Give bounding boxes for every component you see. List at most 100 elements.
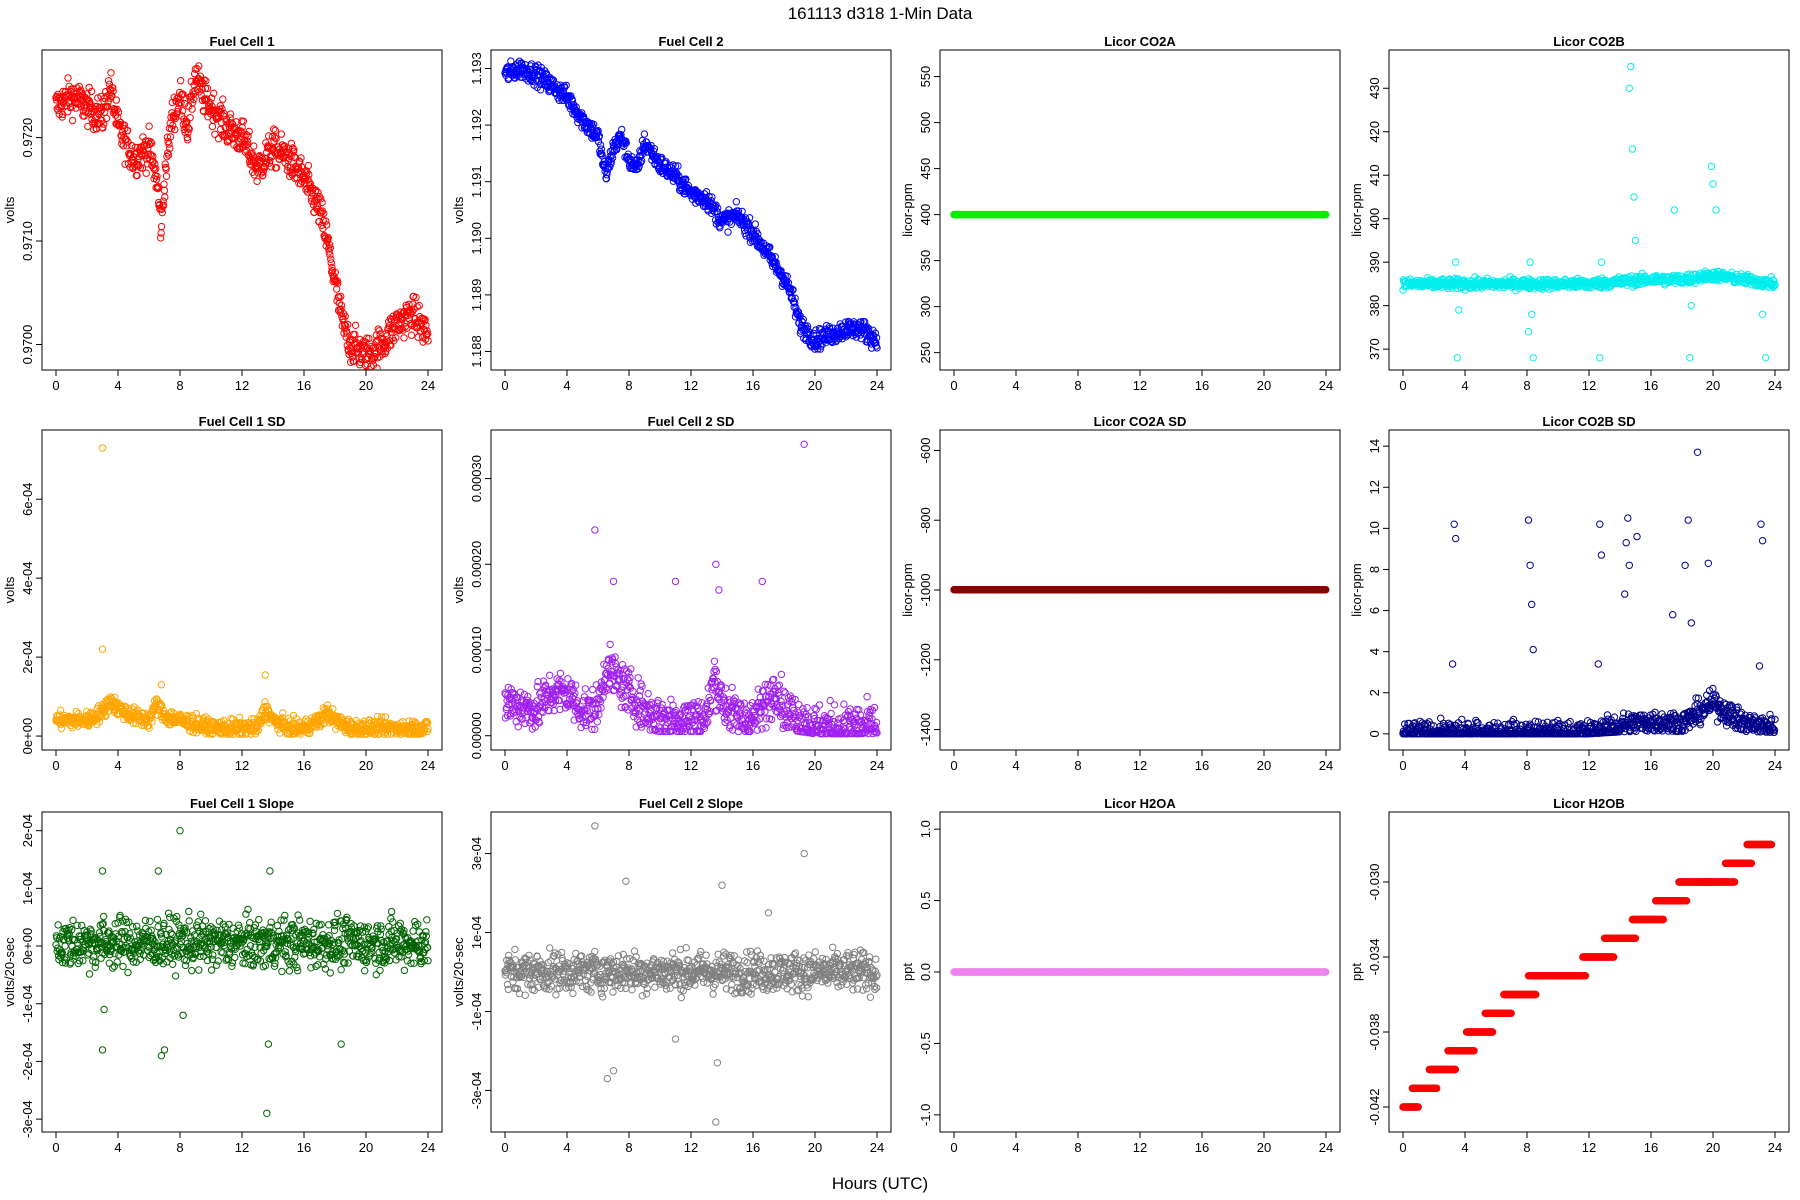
data-point <box>758 725 766 733</box>
data-point <box>535 719 543 727</box>
y-tick-label: 1.189 <box>469 279 484 312</box>
data-point <box>421 315 429 324</box>
data-point <box>589 700 597 708</box>
data-point <box>424 725 432 733</box>
y-tick-label: 400 <box>918 204 933 226</box>
data-point <box>162 172 171 180</box>
data-point <box>123 126 132 135</box>
x-tick-label: 8 <box>625 758 632 773</box>
data-point <box>676 711 685 719</box>
data-point <box>539 677 548 685</box>
data-point <box>514 723 522 731</box>
data-point <box>721 695 729 703</box>
y-tick-label: 410 <box>1367 164 1382 186</box>
data-point <box>397 319 405 327</box>
data-point <box>112 96 121 104</box>
data-point <box>326 251 334 259</box>
data-point <box>217 718 226 726</box>
data-point <box>123 142 131 150</box>
data-point <box>145 724 153 732</box>
data-point <box>424 337 432 345</box>
data-point <box>158 701 166 710</box>
y-tick-label: 0.00000 <box>469 712 484 759</box>
data-point <box>261 698 269 706</box>
data-point <box>109 87 117 95</box>
panel-title: Licor CO2B <box>1553 34 1625 49</box>
x-tick-label: 12 <box>1133 378 1147 393</box>
data-point <box>717 684 726 692</box>
data-point <box>631 708 639 716</box>
x-tick-label: 16 <box>746 378 760 393</box>
data-point <box>166 144 174 153</box>
data-point <box>370 354 378 362</box>
data-point <box>761 708 769 716</box>
data-point <box>576 714 584 723</box>
data-point <box>333 297 341 305</box>
data-point <box>325 240 334 249</box>
data-point <box>410 322 418 330</box>
data-point <box>556 705 564 714</box>
data-point <box>165 140 173 148</box>
data-point <box>294 168 302 177</box>
data-point <box>857 318 865 326</box>
data-point <box>86 709 95 718</box>
data-point <box>772 258 780 266</box>
outlier-point <box>1453 354 1462 362</box>
data-point <box>232 118 241 126</box>
data-point <box>184 124 193 132</box>
y-tick-label: 550 <box>918 66 933 88</box>
data-point <box>297 154 305 162</box>
data-point <box>101 707 109 715</box>
data-point <box>332 725 340 733</box>
data-point <box>185 125 193 133</box>
y-tick-label: 370 <box>1367 338 1382 360</box>
data-point <box>524 692 532 701</box>
data-point <box>253 177 261 186</box>
data-point <box>745 214 754 222</box>
data-point <box>625 669 633 677</box>
data-point <box>735 709 744 717</box>
data-point <box>239 117 248 126</box>
data-point <box>510 694 518 702</box>
data-point <box>289 144 297 152</box>
data-point <box>704 718 712 726</box>
data-point <box>190 95 198 104</box>
data-point <box>415 301 423 310</box>
data-point <box>577 109 586 117</box>
y-tick-label: 1.193 <box>469 52 484 85</box>
data-point <box>816 345 824 353</box>
data-point <box>571 689 579 697</box>
x-tick-label: 20 <box>359 378 373 393</box>
panel-title: Fuel Cell 1 SD <box>199 414 286 429</box>
data-point <box>698 699 706 707</box>
data-point <box>142 169 150 177</box>
series-points <box>1399 62 1779 362</box>
panel-title: Fuel Cell 2 SD <box>648 414 735 429</box>
data-point <box>99 124 107 132</box>
data-point <box>658 700 666 709</box>
data-point <box>340 329 348 337</box>
data-point <box>637 723 646 731</box>
data-point <box>248 149 256 157</box>
data-point <box>700 724 709 732</box>
data-point <box>104 102 112 111</box>
plot-frame <box>939 49 1341 371</box>
x-tick-label: 20 <box>808 758 822 773</box>
data-point <box>625 677 633 685</box>
data-point <box>767 715 776 724</box>
data-point <box>290 153 298 161</box>
outlier-point <box>98 645 107 653</box>
data-point <box>734 207 743 215</box>
data-point <box>801 322 810 330</box>
data-point <box>769 675 778 683</box>
data-point <box>317 195 325 203</box>
x-tick-label: 16 <box>1195 378 1209 393</box>
data-point <box>724 228 732 236</box>
data-point <box>348 353 356 361</box>
data-point <box>743 709 751 718</box>
data-point <box>403 308 411 316</box>
data-point <box>638 136 647 145</box>
data-point <box>634 674 642 682</box>
data-point <box>703 705 711 713</box>
data-point <box>708 193 716 201</box>
